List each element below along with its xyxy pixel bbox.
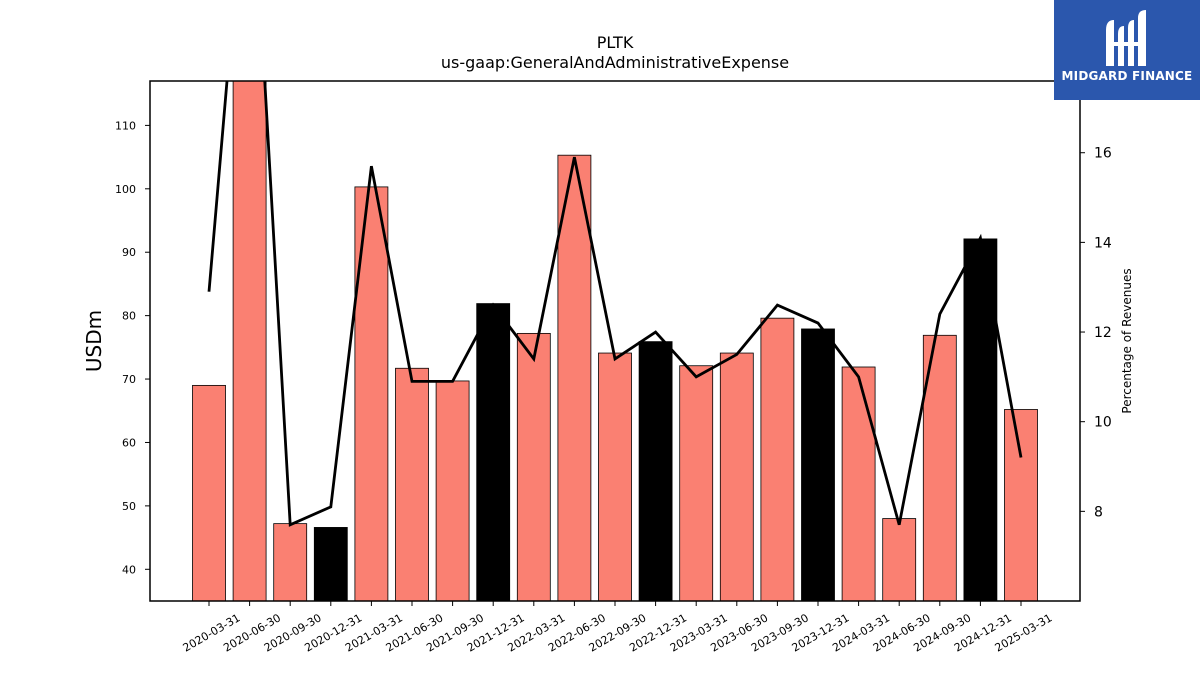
- ratio-line-group: [207, 81, 1023, 527]
- bar-2022-06-30: [557, 154, 592, 601]
- bar-2024-09-30: [922, 334, 957, 601]
- bar-2021-09-30: [435, 380, 470, 601]
- y-tick-label: 40: [122, 563, 136, 576]
- x-axis-ticks: 2020-03-312020-06-302020-09-302020-12-31…: [181, 601, 1055, 655]
- y2-tick-label: 16: [1094, 146, 1112, 162]
- y2-tick-label: 8: [1094, 504, 1103, 520]
- bar-2023-09-30: [760, 317, 795, 601]
- bar-2023-06-30: [719, 352, 754, 601]
- y-tick-label: 100: [115, 183, 136, 196]
- y-tick-label: 90: [122, 246, 136, 259]
- midgard-logo-icon: [1106, 10, 1146, 66]
- y-axis-label: USDm: [82, 310, 106, 372]
- bar-2020-09-30: [273, 523, 308, 601]
- bar-2024-06-30: [882, 518, 917, 601]
- y2-tick-label: 12: [1094, 325, 1112, 341]
- bar-2021-03-31: [354, 186, 389, 601]
- y-axis-ticks: 40 50 60 70 80 90 100 110: [115, 119, 150, 576]
- bar-2022-03-31: [516, 332, 551, 601]
- y2-axis-ticks: 8 10 12 14 16: [1080, 146, 1112, 520]
- y2-tick-label: 14: [1094, 235, 1112, 251]
- y-tick-label: 80: [122, 310, 136, 323]
- y-tick-label: 110: [115, 119, 136, 132]
- bar-2020-12-31: [313, 527, 348, 601]
- ratio-line: [207, 81, 1023, 527]
- bar-2023-03-31: [679, 365, 714, 601]
- bar-2024-03-31: [841, 366, 876, 601]
- bar-2021-06-30: [395, 367, 429, 601]
- plot-area: [149, 80, 1081, 602]
- y-tick-label: 50: [122, 500, 136, 513]
- bar-2020-06-30: [232, 81, 267, 601]
- y2-axis-label: Percentage of Revenues: [1120, 268, 1134, 413]
- bar-2025-03-31: [1004, 409, 1038, 601]
- bar-2022-09-30: [598, 352, 632, 601]
- chart-title: PLTK: [597, 33, 634, 52]
- bar-group: [192, 81, 1038, 601]
- midgard-finance-logo: MIDGARD FINANCE: [1054, 0, 1200, 100]
- y-tick-label: 70: [122, 373, 136, 386]
- bar-2020-03-31: [192, 384, 226, 601]
- logo-text: MIDGARD FINANCE: [1061, 69, 1193, 83]
- y-tick-label: 60: [122, 436, 136, 449]
- bar-2022-12-31: [638, 341, 673, 601]
- bar-2021-12-31: [476, 303, 511, 601]
- y2-tick-label: 10: [1094, 415, 1112, 431]
- bar-2023-12-31: [801, 328, 835, 601]
- chart-subtitle: us-gaap:GeneralAndAdministrativeExpense: [441, 53, 789, 72]
